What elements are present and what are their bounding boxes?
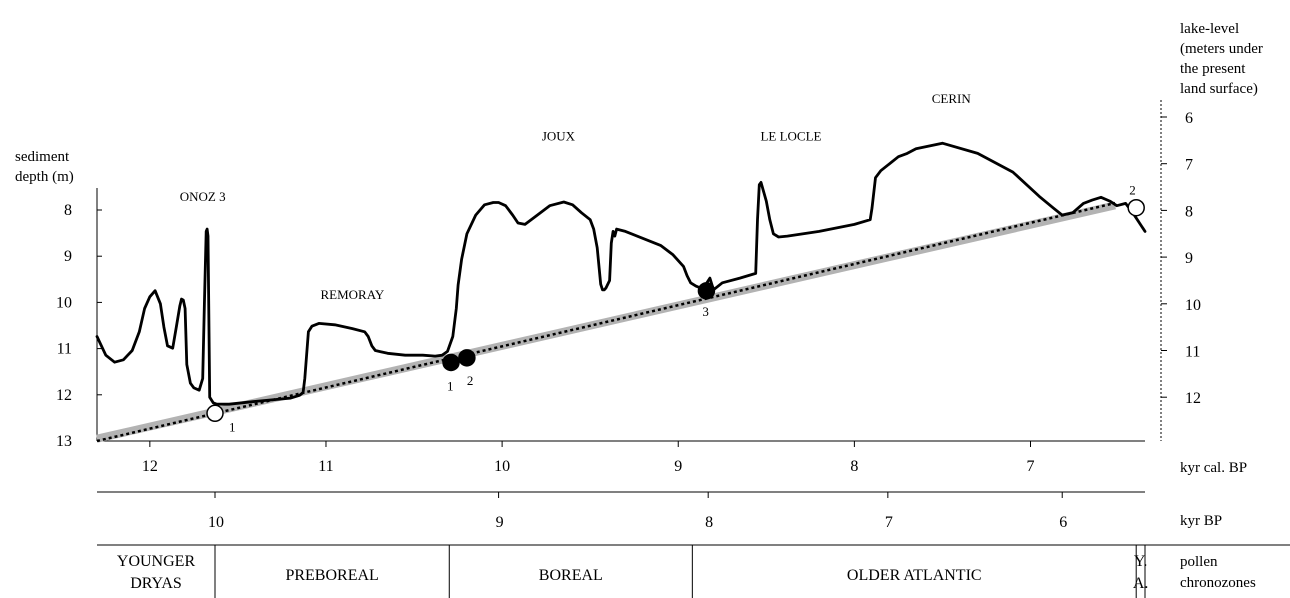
site-label-remoray: REMORAY	[320, 287, 384, 302]
bp-tick-label: 7	[885, 514, 893, 531]
right-axis-label: the present	[1180, 61, 1246, 77]
chronozone-layer: YOUNGER DRYAS PREBOREAL BOREAL OLDER ATLANTI…	[97, 544, 1290, 598]
left-tick-label: 13	[56, 433, 72, 450]
chronozone-label: PREBOREAL	[285, 567, 378, 584]
left-tick-label: 9	[64, 248, 72, 265]
right-tick-label: 10	[1185, 297, 1201, 314]
right-axis-label: lake-level	[1180, 21, 1239, 37]
right-tick-label: 8	[1185, 203, 1193, 220]
filled-point-1	[442, 353, 460, 372]
right-tick-label: 7	[1185, 157, 1193, 174]
chronozone-label: BOREAL	[539, 567, 603, 584]
right-tick-label: 12	[1185, 390, 1201, 407]
chronozone-label: OLDER ATLANTIC	[847, 567, 982, 584]
chronozone-label: Y.	[1134, 553, 1148, 570]
labels-layer: ONOZ 3 REMORAY JOUX LE LOCLE CERIN	[180, 91, 972, 302]
point-label: 2	[1129, 183, 1136, 198]
right-tick-label: 6	[1185, 110, 1193, 127]
x-tick-label: 9	[674, 458, 682, 475]
site-label-le-locle: LE LOCLE	[760, 128, 821, 143]
x-axis-unit: kyr cal. BP	[1180, 460, 1247, 476]
filled-point-3	[697, 282, 716, 300]
x-tick-label: 10	[494, 458, 510, 475]
left-tick-label: 10	[56, 294, 72, 311]
bp-tick-label: 6	[1059, 514, 1067, 531]
point-label: 1	[229, 419, 236, 434]
chronozone-title: pollen	[1180, 554, 1218, 570]
bp-axis-unit: kyr BP	[1180, 513, 1222, 529]
point-label: 2	[467, 373, 474, 388]
right-axis-label: land surface)	[1180, 81, 1258, 97]
x-tick-label: 12	[142, 458, 158, 475]
point-label: 1	[447, 378, 454, 393]
lake-level-curve-layer	[95, 141, 1147, 406]
right-tick-label: 9	[1185, 250, 1193, 267]
right-tick-label: 11	[1185, 344, 1200, 361]
x-tick-label: 8	[850, 458, 858, 475]
filled-point-2	[458, 349, 476, 367]
left-axis-label: depth (m)	[15, 169, 74, 185]
left-tick-label: 12	[56, 387, 72, 404]
site-label-cerin: CERIN	[932, 91, 972, 106]
open-point-1	[206, 404, 224, 423]
chronozone-label: DRYAS	[130, 575, 182, 592]
points-layer: 11 232	[206, 183, 1145, 434]
site-label-onoz-3: ONOZ 3	[180, 189, 226, 204]
chronozone-label: YOUNGER	[117, 553, 196, 570]
chronozone-title: chronozones	[1180, 575, 1256, 591]
left-tick-label: 8	[64, 202, 72, 219]
bp-tick-label: 10	[208, 514, 224, 531]
site-label-joux: JOUX	[542, 128, 576, 143]
bp-tick-label: 9	[496, 514, 504, 531]
chronozone-label: A.	[1133, 575, 1149, 592]
left-axis-label: sediment	[15, 149, 70, 165]
open-point-2	[1127, 198, 1145, 217]
lake-level-curve	[95, 141, 1147, 406]
x-tick-label: 7	[1027, 458, 1035, 475]
right-axis-label: (meters under	[1180, 41, 1263, 57]
x-tick-label: 11	[318, 458, 333, 475]
left-tick-label: 11	[57, 341, 72, 358]
bp-tick-label: 8	[705, 514, 713, 531]
point-label: 3	[702, 304, 709, 319]
regression-dotted-line	[96, 201, 1116, 443]
regression-band-layer	[96, 201, 1116, 443]
